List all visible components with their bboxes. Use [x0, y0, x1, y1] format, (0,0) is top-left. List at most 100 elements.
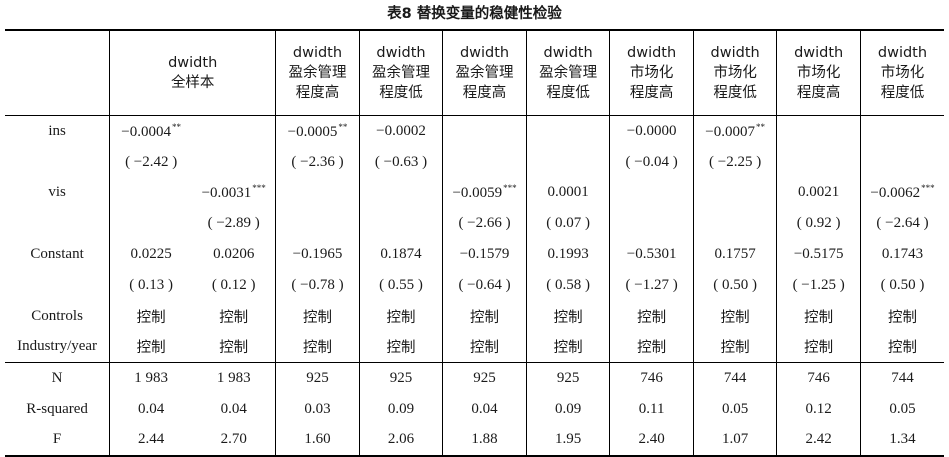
- table-cell: ( −0.04 ): [609, 146, 694, 178]
- table-cell: 0.04: [109, 393, 193, 425]
- table-row: ( −2.42 ) ( −2.36 ) ( −0.63 ) ( −0.04 ) ( −2…: [5, 146, 944, 178]
- column-header-line: dwidth: [794, 45, 844, 61]
- row-label: Constant: [30, 246, 84, 263]
- table-cell: 925: [442, 362, 527, 394]
- cell-value: 0.0021: [798, 184, 840, 201]
- header-row: dwidth 全样本 dwidth 盈余管理 程度高 dwidth 盈余管理 程度低 dwidt…: [5, 29, 944, 116]
- table-cell: 0.11: [609, 393, 694, 425]
- table-cell: [859, 115, 944, 147]
- table-cell: −0.0004**: [109, 115, 193, 147]
- table-cell: −0.0000: [609, 115, 694, 147]
- cell-value: ( 0.92 ): [796, 215, 841, 232]
- column-header-line: 程度低: [379, 85, 423, 101]
- table-cell: 控制: [525, 300, 610, 332]
- table-cell: 0.1743: [859, 239, 944, 270]
- cell-value: 控制: [470, 309, 500, 326]
- cell-value: 控制: [553, 309, 583, 326]
- table-cell: −0.5175: [776, 239, 861, 270]
- cell-value: −0.0002: [376, 122, 426, 139]
- table-cell: [192, 116, 276, 147]
- table-cell: [442, 146, 527, 178]
- table-cell: ( 0.50 ): [859, 269, 944, 301]
- table-cell: 2.42: [776, 424, 861, 457]
- cell-value: 0.1874: [380, 246, 422, 263]
- column-header: dwidth 盈余管理 程度高: [275, 29, 360, 116]
- table-cell: [442, 115, 527, 147]
- table-cell: [275, 177, 360, 209]
- table-cell: 1.95: [525, 424, 610, 457]
- column-header-line: dwidth: [292, 45, 343, 61]
- table-cell: 1.88: [442, 424, 527, 457]
- table-cell: ( 0.55 ): [358, 269, 443, 301]
- table-cell: 925: [275, 362, 360, 394]
- table-row: Industry/year 控制 控制 控制 控制 控制 控制 控制 控制 控制 控制: [5, 331, 944, 363]
- table-cell: [192, 147, 276, 178]
- column-header-line: dwidth: [459, 45, 510, 61]
- cell-value: −0.0062: [870, 185, 921, 202]
- table-cell: −0.0059***: [442, 177, 527, 209]
- cell-value: ( 0.13 ): [129, 276, 174, 293]
- cell-value: 控制: [804, 309, 834, 326]
- table-cell: 2.06: [358, 424, 443, 457]
- table-cell: [109, 208, 193, 240]
- cell-value: 控制: [136, 309, 166, 326]
- table-cell: ( −2.64 ): [859, 208, 944, 240]
- table-cell: −0.0062***: [859, 177, 944, 209]
- column-header-line: 盈余管理: [372, 65, 431, 81]
- table-cell: [275, 208, 360, 240]
- cell-value: 0.0225: [130, 246, 172, 263]
- table-cell: 控制: [692, 300, 777, 332]
- table-cell: −0.1579: [442, 239, 527, 270]
- column-header-line: 市场化: [629, 65, 674, 81]
- cell-value: 控制: [887, 309, 917, 326]
- cell-value: ( 0.58 ): [546, 276, 590, 293]
- column-header: dwidth 市场化 程度低: [692, 29, 777, 116]
- table-cell: 744: [692, 362, 777, 394]
- row-label: vis: [48, 184, 66, 201]
- table-cell: 0.0225: [109, 239, 193, 270]
- table-cell: 1.07: [692, 424, 777, 457]
- table-cell: ( −2.36 ): [275, 146, 360, 178]
- table-cell: 1 983: [109, 362, 193, 394]
- table-cell: [609, 177, 694, 209]
- table-cell: −0.0007**: [692, 115, 777, 147]
- row-label: Industry/year: [17, 338, 98, 355]
- table-cell: 控制: [776, 300, 861, 332]
- table-cell: −0.1965: [275, 239, 360, 270]
- table-cell: [358, 177, 443, 209]
- row-label: [5, 147, 110, 178]
- table-cell: ( −0.64 ): [442, 269, 527, 301]
- table-cell: ( −0.63 ): [358, 146, 443, 178]
- table-cell: ( −2.66 ): [442, 208, 527, 240]
- column-header-line: 程度低: [546, 85, 590, 101]
- table-cell: ( −1.27 ): [609, 269, 694, 301]
- column-header-line: 程度高: [462, 85, 507, 101]
- table-cell: ( 0.92 ): [776, 208, 861, 240]
- table-cell: [692, 177, 777, 209]
- cell-value: 0.0206: [213, 246, 255, 263]
- significance-stars: ***: [252, 183, 266, 194]
- table-cell: ( 0.58 ): [525, 269, 610, 301]
- table-cell: ( 0.12 ): [192, 270, 276, 301]
- table-cell: 控制: [109, 331, 193, 363]
- cell-value: 控制: [386, 340, 416, 357]
- table-cell: 746: [609, 362, 694, 394]
- table-cell: 1.60: [275, 424, 360, 457]
- column-header: dwidth 盈余管理 程度高: [442, 29, 527, 116]
- table-cell: ( −2.89 ): [192, 208, 276, 239]
- cell-value: ( −2.36 ): [291, 153, 344, 170]
- cell-value: −0.0004: [121, 123, 172, 140]
- cell-value: 控制: [887, 340, 917, 357]
- cell-value: −0.1579: [459, 246, 510, 263]
- row-label: R-squared: [26, 400, 88, 417]
- cell-value: 控制: [804, 340, 834, 357]
- table-cell: 925: [358, 362, 443, 394]
- table-cell: −0.5301: [609, 239, 694, 270]
- table-cell: ( −0.78 ): [275, 269, 360, 301]
- stat-row: F 2.44 2.70 1.60 2.06 1.88 1.95 2.40 1.07 2.42 1.3…: [5, 424, 944, 457]
- column-header-line: dwidth: [627, 45, 677, 61]
- table-cell: [776, 115, 861, 147]
- column-header: dwidth 盈余管理 程度低: [525, 29, 610, 116]
- table-cell: 控制: [525, 331, 610, 363]
